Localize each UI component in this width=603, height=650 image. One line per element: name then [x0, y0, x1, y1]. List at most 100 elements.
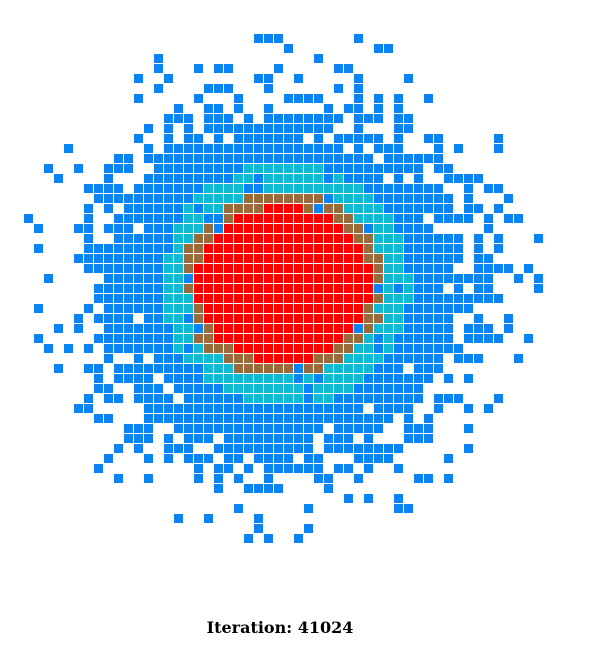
grid-cell-level-1: [104, 324, 113, 333]
grid-cell-level-1: [254, 454, 263, 463]
grid-cell-level-1: [124, 154, 133, 163]
grid-cell-level-1: [434, 394, 443, 403]
grid-cell-level-4: [314, 224, 323, 233]
grid-cell-level-1: [154, 304, 163, 313]
grid-cell-level-2: [374, 234, 383, 243]
grid-cell-level-1: [184, 314, 193, 323]
grid-cell-level-1: [104, 344, 113, 353]
grid-cell-level-1: [154, 214, 163, 223]
grid-cell-level-2: [224, 384, 233, 393]
grid-cell-level-1: [154, 64, 163, 73]
grid-cell-level-2: [194, 354, 203, 363]
grid-cell-level-1: [324, 144, 333, 153]
grid-cell-level-4: [244, 344, 253, 353]
grid-cell-level-1: [474, 174, 483, 183]
grid-cell-level-4: [324, 234, 333, 243]
grid-cell-level-1: [94, 374, 103, 383]
grid-cell-level-1: [414, 164, 423, 173]
grid-cell-level-2: [364, 344, 373, 353]
grid-cell-level-4: [274, 344, 283, 353]
grid-cell-level-1: [304, 114, 313, 123]
grid-cell-level-3: [354, 234, 363, 243]
grid-cell-level-2: [194, 194, 203, 203]
grid-cell-level-1: [414, 324, 423, 333]
grid-cell-level-2: [384, 294, 393, 303]
grid-cell-level-1: [404, 354, 413, 363]
grid-cell-level-2: [354, 374, 363, 383]
grid-cell-level-1: [154, 384, 163, 393]
grid-cell-level-4: [274, 354, 283, 363]
grid-cell-level-1: [374, 164, 383, 173]
grid-cell-level-1: [174, 424, 183, 433]
grid-cell-level-3: [354, 224, 363, 233]
grid-cell-level-1: [174, 364, 183, 373]
grid-cell-level-1: [204, 434, 213, 443]
grid-cell-level-1: [114, 234, 123, 243]
grid-cell-level-1: [154, 54, 163, 63]
grid-cell-level-1: [454, 234, 463, 243]
grid-cell-level-4: [294, 334, 303, 343]
grid-cell-level-2: [354, 204, 363, 213]
grid-cell-level-1: [204, 424, 213, 433]
grid-cell-level-1: [354, 104, 363, 113]
grid-cell-level-1: [414, 224, 423, 233]
grid-cell-level-1: [364, 434, 373, 443]
grid-cell-level-1: [274, 34, 283, 43]
grid-cell-level-4: [224, 224, 233, 233]
grid-cell-level-4: [244, 264, 253, 273]
grid-cell-level-1: [444, 274, 453, 283]
grid-cell-level-1: [434, 204, 443, 213]
grid-cell-level-2: [304, 184, 313, 193]
grid-cell-level-2: [384, 244, 393, 253]
grid-cell-level-4: [264, 314, 273, 323]
grid-cell-level-4: [294, 324, 303, 333]
grid-cell-level-1: [114, 194, 123, 203]
grid-cell-level-4: [204, 314, 213, 323]
grid-cell-level-1: [414, 314, 423, 323]
grid-cell-level-1: [424, 414, 433, 423]
grid-cell-level-1: [354, 124, 363, 133]
grid-cell-level-1: [314, 144, 323, 153]
grid-cell-level-2: [364, 204, 373, 213]
grid-cell-level-1: [424, 374, 433, 383]
grid-cell-level-1: [394, 164, 403, 173]
grid-cell-level-2: [394, 274, 403, 283]
grid-cell-level-1: [184, 344, 193, 353]
grid-cell-level-1: [114, 444, 123, 453]
grid-cell-level-4: [354, 254, 363, 263]
grid-cell-level-1: [404, 384, 413, 393]
grid-cell-level-2: [304, 164, 313, 173]
grid-cell-level-4: [264, 294, 273, 303]
grid-cell-level-1: [204, 104, 213, 113]
grid-cell-level-1: [404, 344, 413, 353]
grid-cell-level-1: [294, 134, 303, 143]
grid-cell-level-4: [204, 304, 213, 313]
grid-cell-level-1: [264, 144, 273, 153]
grid-cell-level-2: [284, 394, 293, 403]
grid-cell-level-1: [114, 324, 123, 333]
grid-cell-level-1: [374, 444, 383, 453]
grid-cell-level-2: [214, 184, 223, 193]
grid-cell-level-1: [424, 354, 433, 363]
grid-cell-level-1: [154, 224, 163, 233]
grid-cell-level-1: [244, 434, 253, 443]
grid-cell-level-1: [154, 184, 163, 193]
grid-cell-level-1: [444, 474, 453, 483]
grid-cell-level-1: [344, 154, 353, 163]
grid-cell-level-1: [224, 124, 233, 133]
grid-cell-level-1: [394, 194, 403, 203]
grid-cell-level-1: [144, 304, 153, 313]
grid-cell-level-3: [374, 274, 383, 283]
grid-cell-level-1: [434, 404, 443, 413]
grid-cell-level-3: [304, 204, 313, 213]
grid-cell-level-4: [284, 334, 293, 343]
grid-cell-level-2: [204, 374, 213, 383]
grid-cell-level-1: [124, 194, 133, 203]
grid-cell-level-4: [234, 274, 243, 283]
grid-cell-level-2: [374, 324, 383, 333]
grid-cell-level-1: [314, 474, 323, 483]
grid-cell-level-1: [464, 214, 473, 223]
grid-cell-level-4: [244, 234, 253, 243]
grid-cell-level-4: [234, 254, 243, 263]
grid-cell-level-1: [404, 414, 413, 423]
